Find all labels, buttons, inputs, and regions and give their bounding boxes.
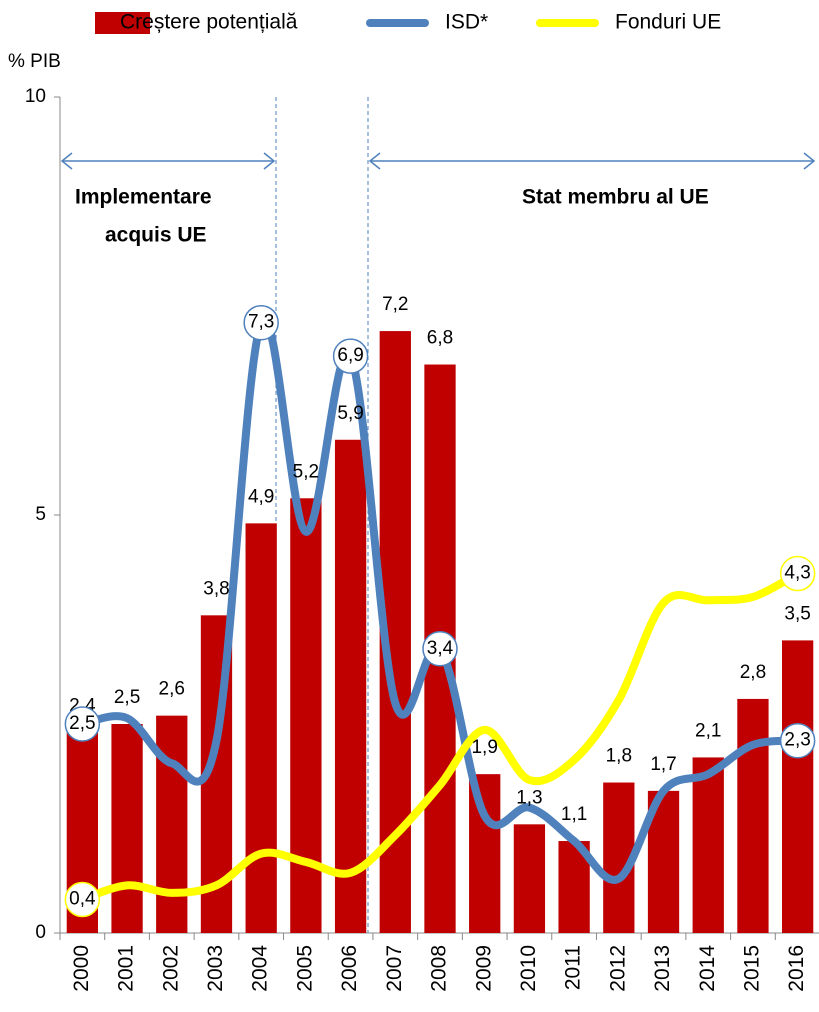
point-marker: [779, 555, 816, 592]
x-tick-label: 2001: [115, 945, 138, 992]
bar: [334, 439, 367, 933]
data-label: 5,9: [337, 403, 363, 424]
point-marker: [779, 722, 816, 759]
y-tick-label: 0: [35, 922, 46, 943]
x-tick-label: 2012: [606, 945, 629, 992]
data-label: 1,3: [516, 787, 542, 808]
x-tick-label: 2011: [562, 945, 585, 990]
data-label: 2,6: [159, 679, 185, 700]
data-label: 2,5: [69, 713, 95, 734]
x-tick-label: 2016: [785, 945, 808, 992]
data-label: 3,5: [784, 603, 810, 624]
data-label: 0,4: [69, 889, 96, 910]
bar: [469, 774, 501, 933]
bar: [513, 824, 546, 933]
data-label: 2,3: [784, 730, 810, 751]
point-marker: [332, 338, 369, 374]
data-label: 1,1: [561, 804, 587, 825]
x-tick-label: 2004: [249, 945, 272, 992]
data-label: 3,4: [427, 638, 454, 659]
x-tick-label: 2007: [383, 945, 406, 992]
point-marker: [64, 706, 101, 742]
bar: [156, 715, 188, 933]
annotation: acquis UE: [105, 224, 207, 247]
data-label: 1,9: [471, 737, 497, 758]
x-tick-label: 2005: [293, 945, 316, 992]
data-label: 3,8: [203, 578, 229, 599]
point-marker: [422, 631, 458, 667]
data-label: 2,5: [114, 687, 140, 708]
y-axis-label: % PIB: [8, 51, 61, 72]
data-label: 5,2: [293, 461, 319, 482]
x-tick-label: 2015: [740, 945, 763, 992]
data-label: 6,8: [427, 328, 453, 349]
x-tick-label: 2008: [428, 945, 451, 992]
data-label: 7,3: [248, 312, 274, 333]
data-label: 1,8: [606, 746, 632, 767]
bar: [692, 757, 724, 933]
annotation: Implementare: [75, 186, 212, 209]
legend-label: Fonduri UE: [615, 11, 721, 34]
line: [78, 315, 802, 884]
legend-label: ISD*: [445, 11, 488, 34]
data-label: 7,2: [382, 294, 408, 315]
x-tick-label: 2002: [159, 945, 182, 992]
data-label: 6,9: [337, 345, 363, 366]
x-tick-label: 2000: [70, 945, 93, 992]
x-tick-label: 2009: [472, 945, 495, 992]
data-label: 1,7: [650, 754, 676, 775]
data-label: 4,3: [784, 563, 810, 584]
bar: [782, 640, 814, 933]
data-label: 4,9: [248, 486, 274, 507]
data-label: 2,1: [695, 720, 721, 741]
x-tick-label: 2006: [338, 945, 361, 992]
x-tick-label: 2003: [204, 945, 227, 992]
bar: [737, 698, 769, 933]
annotation: Stat membru al UE: [522, 186, 709, 209]
y-tick-label: 10: [25, 86, 46, 107]
point-marker: [64, 881, 101, 918]
bar: [245, 523, 277, 933]
x-tick-label: 2014: [696, 945, 719, 992]
x-tick-label: 2013: [651, 945, 674, 992]
legend-label: Creștere potențială: [120, 11, 298, 34]
point-marker: [243, 304, 279, 341]
bar: [111, 724, 143, 933]
data-label: 2,8: [740, 662, 766, 683]
x-tick-label: 2010: [517, 945, 540, 992]
legend-swatch: [95, 12, 150, 34]
y-tick-label: 5: [35, 504, 46, 525]
period-arrow: [60, 152, 816, 170]
line: [78, 569, 802, 904]
